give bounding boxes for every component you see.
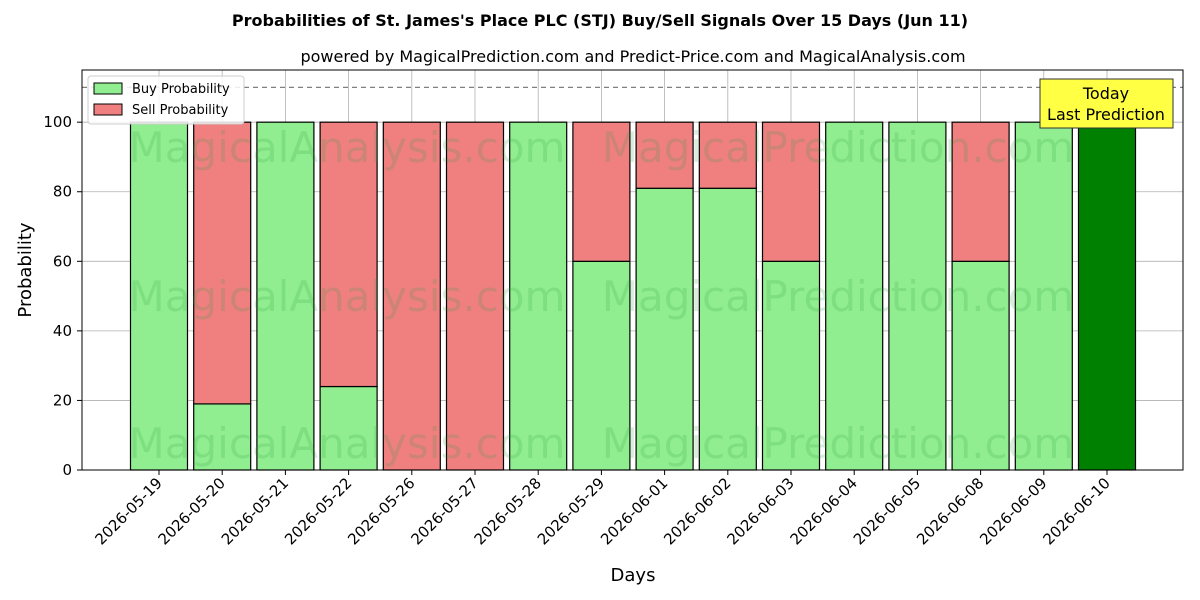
- watermark-text: MagicalPrediction.com: [602, 419, 1075, 468]
- legend-swatch: [93, 82, 123, 95]
- x-tick-label: 2026-05-27: [407, 474, 481, 548]
- watermark-text: MagicalAnalysis.com: [129, 419, 566, 468]
- x-tick-label: 2026-06-02: [660, 474, 734, 548]
- annotation-text: Last Prediction: [1047, 105, 1165, 124]
- x-tick-label: 2026-05-19: [91, 474, 165, 548]
- x-tick-label: 2026-06-05: [850, 474, 924, 548]
- legend-swatch: [93, 103, 123, 116]
- bar-buy: [825, 121, 884, 471]
- plot-frame: [81, 69, 1184, 471]
- chart-subtitle: powered by MagicalPrediction.com and Pre…: [300, 47, 965, 66]
- bar-sell: [445, 121, 505, 471]
- bar-sell: [635, 121, 694, 189]
- watermark-text: MagicalAnalysis.com: [129, 272, 566, 321]
- bar-buy: [256, 121, 315, 471]
- x-axis: 2026-05-192026-05-202026-05-212026-05-22…: [91, 470, 1114, 548]
- x-tick-label: 2026-06-08: [913, 474, 987, 548]
- bar-buy: [761, 260, 821, 471]
- bar-sell: [319, 121, 378, 388]
- x-tick-label: 2026-05-21: [218, 474, 292, 548]
- x-tick-label: 2026-05-29: [534, 474, 608, 548]
- bar-buy: [1014, 121, 1073, 471]
- x-tick-label: 2026-05-26: [344, 474, 418, 548]
- bar-sell: [572, 121, 631, 262]
- x-tick-label: 2026-06-10: [1039, 474, 1113, 548]
- x-tick-label: 2026-06-01: [597, 474, 671, 548]
- y-tick-label: 0: [62, 461, 72, 479]
- y-tick-label: 60: [53, 252, 72, 270]
- bar-sell: [698, 121, 757, 189]
- y-tick-label: 20: [53, 391, 72, 409]
- watermark-text: MagicalAnalysis.com: [129, 123, 566, 172]
- legend: Buy Probability Sell Probability: [87, 75, 245, 125]
- watermark-group: MagicalAnalysis.com MagicalPrediction.com…: [129, 123, 1075, 468]
- bar-buy: [951, 260, 1010, 471]
- x-tick-label: 2026-05-20: [155, 474, 229, 548]
- bar-buy: [572, 260, 631, 471]
- bar-sell: [382, 121, 441, 471]
- watermark-text: MagicalPrediction.com: [602, 272, 1075, 321]
- chart-title: Probabilities of St. James's Place PLC (…: [232, 11, 968, 30]
- y-axis-label: Probability: [15, 222, 36, 317]
- bar-buy: [1077, 121, 1137, 471]
- y-tick-label: 100: [43, 113, 72, 131]
- legend-label: Sell Probability: [132, 103, 229, 118]
- annotation-box: [1039, 78, 1174, 129]
- x-tick-label: 2026-06-09: [976, 474, 1050, 548]
- watermark-text: MagicalPrediction.com: [602, 123, 1075, 172]
- bar-buy: [509, 121, 568, 471]
- bars-group: [129, 121, 1137, 471]
- x-tick-label: 2026-05-22: [281, 474, 355, 548]
- bar-sell: [193, 121, 252, 405]
- y-axis: 0 20 40 60 80 100: [43, 113, 82, 479]
- legend-box: [87, 75, 245, 125]
- y-tick-label: 80: [53, 183, 72, 201]
- bar-buy: [319, 385, 378, 471]
- bar-buy: [635, 187, 694, 471]
- y-tick-label: 40: [53, 322, 72, 340]
- bar-buy: [888, 121, 947, 471]
- x-axis-label: Days: [611, 565, 656, 586]
- bar-buy: [698, 187, 757, 471]
- legend-label: Buy Probability: [132, 82, 230, 97]
- today-annotation: Today Last Prediction: [1039, 78, 1174, 129]
- annotation-text: Today: [1082, 84, 1129, 103]
- x-tick-label: 2026-05-28: [471, 474, 545, 548]
- x-tick-label: 2026-06-04: [787, 474, 861, 548]
- bar-sell: [951, 121, 1010, 262]
- bar-sell: [761, 121, 821, 262]
- x-tick-label: 2026-06-03: [723, 474, 797, 548]
